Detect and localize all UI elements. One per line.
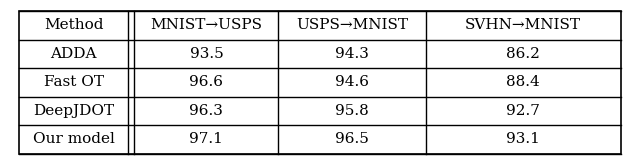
Bar: [19, 11, 621, 154]
Text: 93.1: 93.1: [506, 132, 540, 146]
Text: 96.6: 96.6: [189, 75, 223, 89]
Text: SVHN→MNIST: SVHN→MNIST: [465, 18, 581, 32]
Text: 94.3: 94.3: [335, 47, 369, 61]
Text: 97.1: 97.1: [189, 132, 223, 146]
Text: 92.7: 92.7: [506, 104, 540, 118]
Text: Fast OT: Fast OT: [44, 75, 104, 89]
Text: MNIST→USPS: MNIST→USPS: [150, 18, 262, 32]
Text: Our model: Our model: [33, 132, 115, 146]
Text: 94.6: 94.6: [335, 75, 369, 89]
Text: Method: Method: [44, 18, 103, 32]
Text: 96.3: 96.3: [189, 104, 223, 118]
Text: 86.2: 86.2: [506, 47, 540, 61]
Text: 95.8: 95.8: [335, 104, 369, 118]
Text: 93.5: 93.5: [189, 47, 223, 61]
Text: USPS→MNIST: USPS→MNIST: [296, 18, 408, 32]
Text: 88.4: 88.4: [506, 75, 540, 89]
Text: 96.5: 96.5: [335, 132, 369, 146]
Text: DeepJDOT: DeepJDOT: [33, 104, 114, 118]
Text: ADDA: ADDA: [51, 47, 97, 61]
